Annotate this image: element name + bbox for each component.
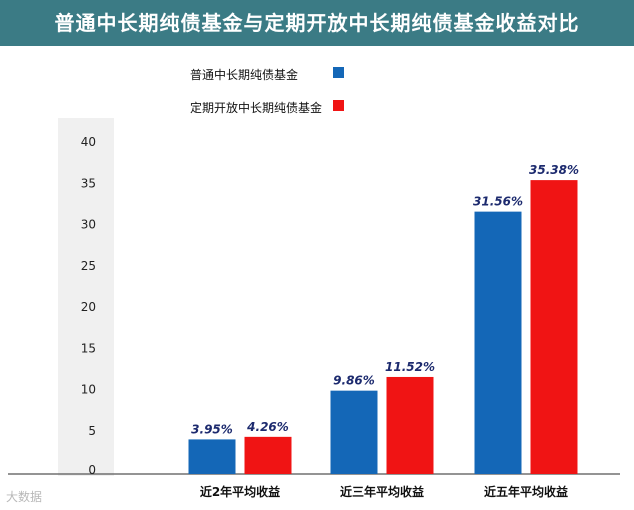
- data-label: 35.38%: [529, 163, 579, 177]
- legend: 普通中长期纯债基金 定期开放中长期纯债基金: [0, 0, 634, 120]
- y-tick-label: 0: [88, 463, 96, 477]
- data-label: 3.95%: [191, 422, 233, 436]
- data-label: 4.26%: [246, 420, 289, 434]
- x-category-label: 近2年平均收益: [200, 484, 280, 499]
- data-label: 31.56%: [473, 195, 523, 209]
- x-category-label: 近三年平均收益: [340, 484, 424, 499]
- y-tick-label: 35: [81, 176, 96, 190]
- bar-open: [244, 436, 292, 474]
- y-axis-band: [58, 118, 114, 476]
- legend-label-regular: 普通中长期纯债基金: [190, 68, 299, 82]
- data-label: 11.52%: [385, 360, 435, 374]
- y-tick-label: 20: [81, 300, 96, 314]
- data-label: 9.86%: [333, 374, 375, 388]
- bar-regular: [474, 211, 522, 474]
- watermark: 大数据: [6, 490, 43, 504]
- legend-swatch-regular: [333, 67, 344, 78]
- bar-regular: [188, 439, 236, 474]
- chart-title: 普通中长期纯债基金与定期开放中长期纯债基金收益对比: [0, 0, 634, 46]
- legend-swatch-open: [333, 100, 344, 111]
- x-category-label: 近五年平均收益: [484, 484, 568, 499]
- bar-regular: [330, 390, 378, 474]
- y-tick-label: 25: [81, 259, 96, 273]
- legend-label-open: 定期开放中长期纯债基金: [190, 101, 323, 115]
- bar-open: [530, 180, 578, 475]
- bar-open: [386, 376, 434, 474]
- y-tick-label: 5: [88, 424, 96, 438]
- y-tick-label: 15: [81, 341, 96, 355]
- y-tick-label: 30: [81, 218, 96, 232]
- y-tick-label: 10: [81, 383, 96, 397]
- y-tick-label: 40: [81, 135, 96, 149]
